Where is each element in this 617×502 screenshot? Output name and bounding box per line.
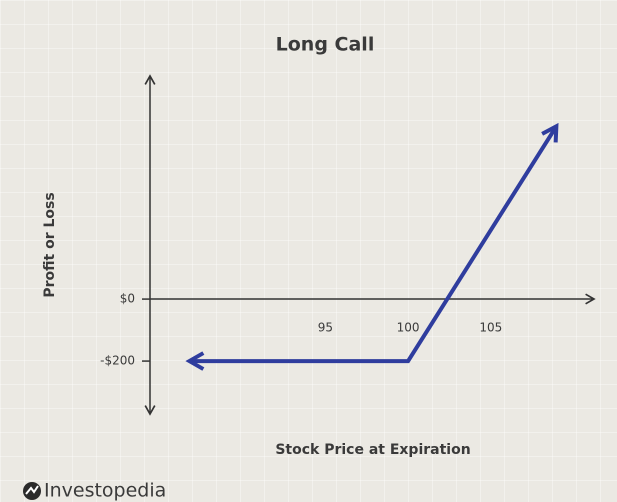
x-axis-label: Stock Price at Expiration [275,442,470,458]
y-tick-label: -$200 [100,354,135,368]
y-axis-label: Profit or Loss [42,192,58,297]
payoff-line [185,122,559,371]
brand: Investopedia [44,480,166,502]
x-tick-label: 105 [479,321,502,335]
x-tick-label: 95 [318,321,333,335]
x-tick-label: 100 [397,321,420,335]
chart-title: Long Call [276,34,375,56]
brand-icon-mark [25,485,39,495]
y-tick-label: $0 [120,292,135,306]
